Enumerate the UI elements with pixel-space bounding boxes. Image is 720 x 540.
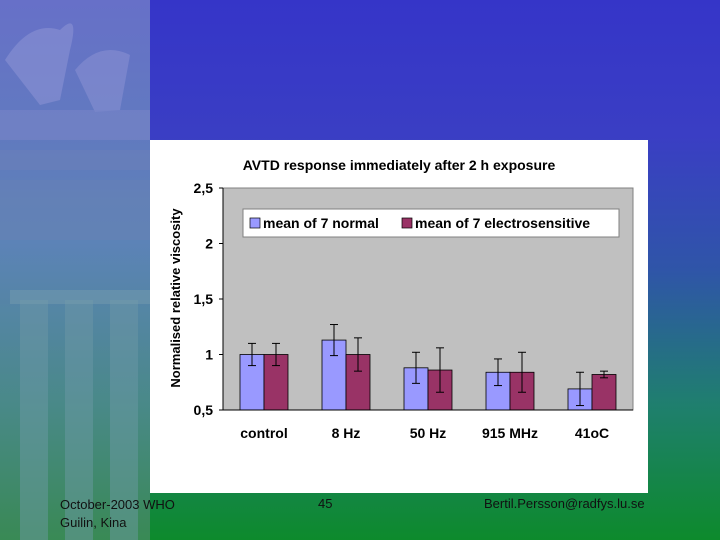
y-tick-label: 1 [205,347,213,363]
y-tick-label: 1,5 [194,291,214,307]
y-tick-label: 0,5 [194,402,214,418]
x-category-label: 8 Hz [332,425,361,441]
y-tick-label: 2 [205,236,213,252]
legend: mean of 7 normal mean of 7 electrosensit… [242,208,620,238]
chart-panel: AVTD response immediately after 2 h expo… [150,140,648,493]
slide-number: 45 [318,496,333,511]
footer-event-line1: October-2003 WHO [60,497,175,512]
building-illustration [0,23,150,540]
legend-label-normal: mean of 7 normal [263,215,379,231]
y-axis-label: Normalised relative viscosity [168,208,183,388]
x-category-label: 50 Hz [410,425,447,441]
x-category-label: control [240,425,287,441]
x-category-label: 41oC [575,425,609,441]
background-building-photo [0,0,150,540]
footer-event-line2: Guilin, Kina [60,515,127,530]
footer-email: Bertil.Persson@radfys.lu.se [484,496,645,511]
legend-swatch-electrosensitive [401,217,413,229]
chart-title: AVTD response immediately after 2 h expo… [243,157,556,173]
footer-event: October-2003 WHO Guilin, Kina [60,496,175,532]
legend-label-electrosensitive: mean of 7 electrosensitive [415,215,590,231]
legend-box [242,208,620,238]
y-tick-label: 2,5 [194,180,214,196]
bar-chart: AVTD response immediately after 2 h expo… [168,157,634,441]
x-category-label: 915 MHz [482,425,538,441]
legend-swatch-normal [249,217,261,229]
bar-electrosensitive [591,374,617,411]
